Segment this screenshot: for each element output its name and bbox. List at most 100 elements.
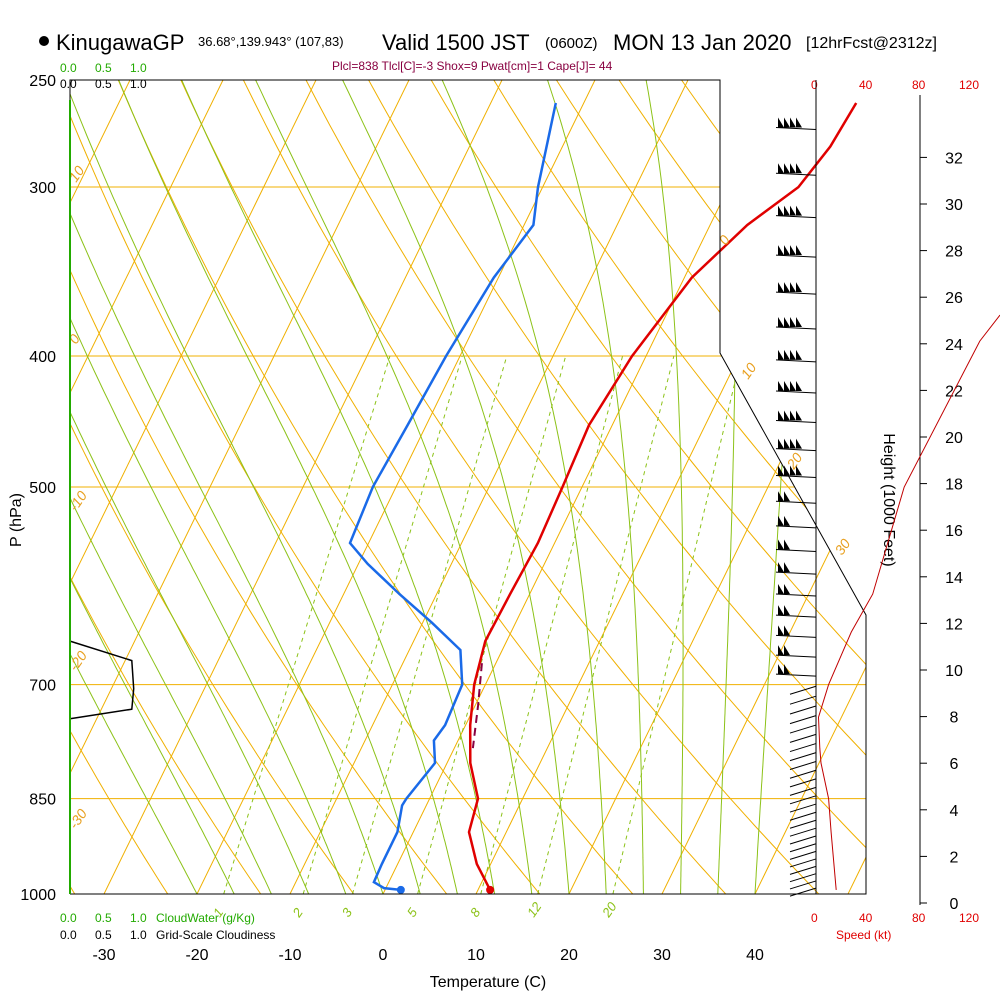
wind-barb-flag bbox=[790, 349, 796, 360]
wind-barb-staff bbox=[775, 448, 817, 452]
wind-barb-flag bbox=[778, 664, 784, 675]
moist-adiabat bbox=[70, 80, 421, 894]
isotherm-line bbox=[568, 80, 866, 894]
wind-barb bbox=[789, 724, 817, 734]
mixing-ratio-label: 20 bbox=[599, 899, 621, 921]
wind-barb-flag bbox=[784, 349, 790, 360]
wind-barb bbox=[789, 811, 817, 821]
wind-barb-flag bbox=[796, 438, 802, 449]
wind-barb bbox=[789, 827, 817, 837]
cloudiness-tick: 1.0 bbox=[130, 77, 147, 91]
wind-barb-staff bbox=[775, 172, 817, 176]
wind-barb bbox=[775, 282, 817, 295]
wind-barb bbox=[775, 515, 817, 529]
wind-barb bbox=[775, 316, 817, 330]
isotherm-line bbox=[70, 80, 410, 894]
wind-barb-flag bbox=[778, 245, 784, 256]
valid-time: Valid 1500 JST bbox=[382, 30, 530, 55]
isotherm-line bbox=[847, 80, 866, 894]
cloudiness-tick: 0.0 bbox=[60, 77, 77, 91]
wind-barb-staff bbox=[789, 778, 817, 788]
dry-adiabat bbox=[493, 80, 866, 894]
wind-barb-staff bbox=[789, 795, 817, 805]
pressure-tick-label: 500 bbox=[29, 480, 56, 497]
wind-barb bbox=[789, 769, 817, 779]
wind-barb-flag bbox=[790, 410, 796, 421]
cloudwater-tick: 0.0 bbox=[60, 61, 77, 75]
wind-barb-flag bbox=[784, 645, 790, 656]
speed-tick: 0 bbox=[811, 78, 818, 92]
wind-barb bbox=[789, 865, 817, 875]
speed-label: Speed (kt) bbox=[836, 928, 891, 942]
wind-barb-flag bbox=[784, 282, 790, 293]
station-dot-icon bbox=[39, 36, 49, 46]
wind-barb-flag bbox=[784, 245, 790, 256]
height-tick-label: 20 bbox=[945, 430, 963, 447]
wind-barb bbox=[789, 858, 817, 868]
wind-barb bbox=[789, 850, 817, 860]
wind-barb bbox=[789, 743, 817, 753]
wind-barb-staff bbox=[789, 873, 817, 883]
dry-adiabat bbox=[305, 80, 866, 894]
wind-barb-staff bbox=[775, 390, 817, 394]
wind-barb-flag bbox=[784, 605, 790, 616]
cloudiness-tick: 1.0 bbox=[130, 928, 147, 942]
wind-barb-flag bbox=[796, 117, 802, 128]
height-tick-label: 24 bbox=[945, 337, 963, 354]
wind-barb bbox=[775, 245, 817, 258]
wind-barb bbox=[789, 803, 817, 813]
height-tick-label: 30 bbox=[945, 197, 963, 214]
height-axis-title: Height (1000 Feet) bbox=[880, 433, 897, 566]
speed-tick: 0 bbox=[811, 911, 818, 925]
wind-barb-flag bbox=[784, 539, 790, 550]
wind-barb-flag bbox=[778, 645, 784, 656]
wind-barb bbox=[775, 491, 817, 504]
wind-barb-staff bbox=[775, 525, 817, 529]
chart-profiles bbox=[69, 102, 858, 894]
moist-adiabat bbox=[70, 80, 310, 894]
cloudwater-tick: 1.0 bbox=[130, 911, 147, 925]
parcel-profile bbox=[471, 663, 483, 749]
dewpoint-profile bbox=[348, 102, 558, 892]
wind-barb-staff bbox=[789, 865, 817, 875]
moist-adiabat bbox=[441, 80, 607, 894]
wind-barb-flag bbox=[790, 117, 796, 128]
moist-adiabat bbox=[70, 80, 272, 894]
wind-barb-flag bbox=[778, 117, 784, 128]
wind-barb-staff bbox=[775, 359, 817, 363]
wind-barbs bbox=[775, 80, 1000, 897]
wind-barb bbox=[775, 117, 817, 131]
wind-barb-flag bbox=[778, 605, 784, 616]
wind-barb-staff bbox=[789, 850, 817, 860]
pressure-tick-label: 300 bbox=[29, 180, 56, 197]
wind-barb-flag bbox=[796, 205, 802, 216]
temperature-tick-label: -30 bbox=[92, 947, 115, 964]
mixing-ratio-line bbox=[351, 355, 508, 894]
cloudiness-tick: 0.0 bbox=[60, 928, 77, 942]
isotherm-label: 20 bbox=[783, 450, 806, 473]
wind-barb-flag bbox=[778, 491, 784, 502]
wind-barb-flag bbox=[778, 349, 784, 360]
wind-barb-staff bbox=[789, 819, 817, 829]
wind-barb-staff bbox=[775, 215, 817, 219]
wind-barb-staff bbox=[775, 571, 817, 575]
wind-barb bbox=[789, 695, 817, 705]
mixing-ratio-line bbox=[612, 355, 742, 894]
moist-adiabat bbox=[645, 80, 684, 894]
moist-adiabat bbox=[118, 80, 458, 894]
wind-barb-flag bbox=[796, 349, 802, 360]
wind-barb-flag bbox=[778, 584, 784, 595]
cloudiness-profile bbox=[69, 640, 135, 720]
wind-barb bbox=[789, 843, 817, 853]
wind-barb-staff bbox=[775, 500, 817, 504]
isotherm-label: 10 bbox=[65, 163, 87, 185]
isotherm-label: 30 bbox=[831, 536, 853, 558]
wind-speed-scale: 0 40 80 120 0 40 80 120 Speed (kt) bbox=[811, 78, 979, 942]
wind-barb-flag bbox=[784, 316, 790, 327]
height-tick-label: 18 bbox=[945, 477, 963, 494]
isotherm-line bbox=[70, 80, 317, 894]
wind-barb-staff bbox=[775, 673, 817, 677]
wind-speed-profile bbox=[817, 314, 1000, 890]
wind-barb bbox=[789, 873, 817, 883]
isotherm-line bbox=[196, 80, 596, 894]
